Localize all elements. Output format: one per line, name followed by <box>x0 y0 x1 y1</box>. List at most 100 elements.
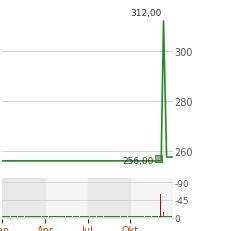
Bar <box>88 216 89 218</box>
Bar <box>101 216 102 218</box>
Bar <box>118 216 119 218</box>
Bar <box>162 216 163 218</box>
Bar <box>121 216 122 218</box>
Bar <box>112 216 113 218</box>
Bar <box>44 216 45 218</box>
Bar <box>132 216 133 218</box>
Bar <box>114 216 115 218</box>
Bar <box>120 216 121 218</box>
Bar <box>20 216 21 218</box>
Bar <box>128 216 129 218</box>
Bar <box>160 194 161 218</box>
Bar <box>100 216 101 218</box>
Bar <box>154 216 155 218</box>
Bar <box>38 216 39 218</box>
Bar <box>49 216 50 218</box>
Bar <box>69 216 70 218</box>
Bar <box>140 216 141 218</box>
Bar <box>45 216 46 218</box>
Bar <box>161 216 162 218</box>
Bar <box>146 216 147 218</box>
Bar <box>142 216 143 218</box>
Bar <box>36 216 37 218</box>
Bar <box>153 216 154 218</box>
Bar <box>79 216 80 218</box>
Bar <box>171 216 172 218</box>
Bar <box>66 216 67 218</box>
Bar <box>28 216 29 218</box>
Bar <box>99 216 100 218</box>
Bar <box>65 216 66 218</box>
Bar <box>86 216 87 218</box>
Bar <box>12 216 13 218</box>
Bar <box>94 216 95 218</box>
Text: 256,00: 256,00 <box>122 157 153 166</box>
Bar <box>117 216 118 218</box>
Bar <box>64 216 65 218</box>
Bar <box>6 216 7 218</box>
Bar <box>93 216 94 218</box>
Bar <box>92 216 93 218</box>
Bar <box>136 216 137 218</box>
Bar <box>77 216 78 218</box>
Bar <box>168 216 169 218</box>
Bar <box>24 216 25 218</box>
Bar <box>81 216 82 218</box>
Bar <box>108 216 109 218</box>
Bar <box>103 216 104 218</box>
Bar <box>63 216 64 218</box>
Bar <box>111 216 112 218</box>
Bar <box>2 179 45 219</box>
Bar <box>57 216 58 218</box>
Bar <box>73 216 74 218</box>
Bar <box>164 216 165 218</box>
Bar <box>155 155 162 162</box>
Bar <box>166 216 167 218</box>
Bar <box>156 216 157 218</box>
Bar <box>113 216 114 218</box>
Bar <box>124 216 125 218</box>
Bar <box>129 216 130 218</box>
Bar <box>97 216 98 218</box>
Bar <box>109 216 110 218</box>
Bar <box>37 216 38 218</box>
Bar <box>90 216 91 218</box>
Bar <box>126 216 127 218</box>
Text: 312,00: 312,00 <box>131 9 162 18</box>
Bar <box>151 216 152 218</box>
Bar <box>29 216 30 218</box>
Bar <box>105 216 106 218</box>
Bar <box>17 216 18 218</box>
Bar <box>56 216 57 218</box>
Bar <box>39 216 40 218</box>
Bar <box>149 216 150 218</box>
Bar <box>138 216 139 218</box>
Bar <box>152 216 153 218</box>
Bar <box>18 216 19 218</box>
Bar <box>127 216 128 218</box>
Bar <box>95 216 96 218</box>
Bar <box>163 212 164 218</box>
Bar <box>104 216 105 218</box>
Bar <box>34 216 35 218</box>
Bar <box>98 216 99 218</box>
Bar <box>27 216 28 218</box>
Bar <box>3 216 4 218</box>
Bar <box>71 216 72 218</box>
Bar <box>78 216 79 218</box>
Bar <box>147 216 148 218</box>
Bar <box>89 216 90 218</box>
Bar <box>83 216 84 218</box>
Bar <box>7 216 8 218</box>
Bar <box>72 216 73 218</box>
Bar <box>135 216 136 218</box>
Bar <box>125 216 126 218</box>
Bar <box>106 216 107 218</box>
Bar <box>130 216 131 218</box>
Bar <box>80 216 81 218</box>
Bar <box>40 216 41 218</box>
Bar <box>143 216 144 218</box>
Bar <box>33 216 34 218</box>
Bar <box>47 216 48 218</box>
Bar <box>58 216 59 218</box>
